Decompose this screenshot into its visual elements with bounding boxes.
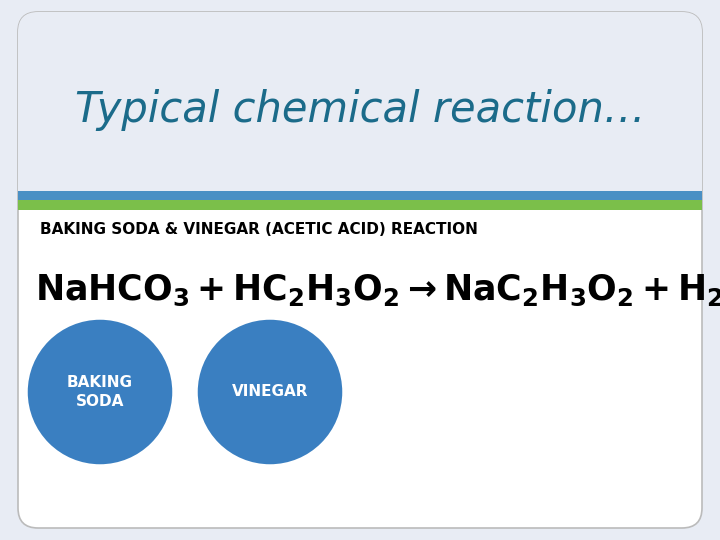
Bar [18, 200, 702, 210]
FancyBboxPatch shape [18, 12, 702, 195]
FancyBboxPatch shape [18, 12, 702, 528]
Bar [18, 191, 702, 200]
Text: $\mathbf{NaHCO_3 + HC_2H_3O_2 \rightarrow NaC_2H_3O_2 + H_2O + CO_2}$: $\mathbf{NaHCO_3 + HC_2H_3O_2 \rightarro… [35, 272, 720, 308]
Text: BAKING
SODA: BAKING SODA [67, 375, 133, 409]
Bar [18, 191, 702, 210]
Text: Typical chemical reaction…: Typical chemical reaction… [75, 89, 645, 131]
Bar [18, 165, 702, 195]
Text: VINEGAR: VINEGAR [232, 384, 308, 400]
Ellipse shape [26, 318, 174, 466]
Text: BAKING SODA & VINEGAR (ACETIC ACID) REACTION: BAKING SODA & VINEGAR (ACETIC ACID) REAC… [40, 222, 478, 238]
Ellipse shape [196, 318, 344, 466]
